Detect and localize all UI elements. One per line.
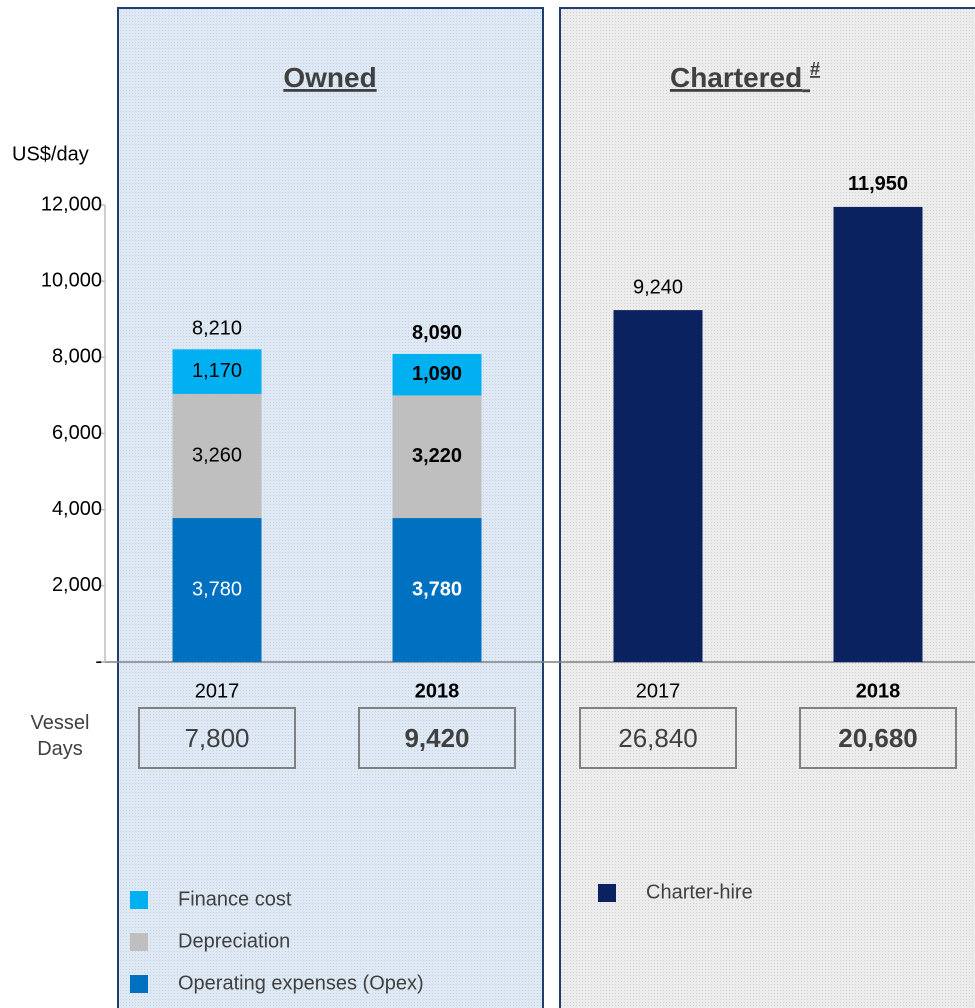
vessel-days: 26,840	[618, 723, 698, 753]
vessel-days-box	[138, 707, 296, 769]
y-tick-label: 2,000	[52, 574, 102, 596]
segment-label: 3,260	[192, 444, 242, 466]
legend-swatch	[598, 884, 616, 902]
bar-segment	[392, 395, 482, 519]
title-mark: #	[810, 59, 820, 79]
y-tick-label: 12,000	[41, 193, 102, 215]
panel-title: Owned	[283, 62, 376, 93]
y-tick-label: 6,000	[52, 422, 102, 444]
y-tick-label: 4,000	[52, 498, 102, 520]
panel-title: Chartered #	[670, 59, 820, 94]
title-text: Owned	[283, 62, 376, 93]
segment-label: 3,220	[412, 445, 462, 467]
legend-swatch	[130, 933, 148, 951]
bar-segment	[172, 518, 262, 662]
value-label: 9,240	[633, 276, 683, 298]
legend-swatch	[130, 891, 148, 909]
legend-label: Depreciation	[178, 930, 290, 952]
legend-label: Charter-hire	[646, 881, 753, 903]
segment-label: 3,780	[192, 578, 242, 600]
bar-segment	[392, 518, 482, 662]
segment-label: 3,780	[412, 578, 462, 600]
bar-segment	[172, 349, 262, 394]
segment-label: 1,090	[412, 363, 462, 385]
bar	[833, 206, 923, 662]
vessel-days-box	[799, 707, 957, 769]
total-label: 8,090	[412, 322, 462, 344]
vessel-days: 7,800	[184, 723, 249, 753]
x-tick-label: 2018	[415, 680, 460, 702]
bar-segment	[392, 353, 482, 396]
x-tick-label: 2018	[856, 680, 901, 702]
vessel-days: 9,420	[404, 723, 469, 753]
x-tick-label: 2017	[195, 680, 240, 702]
y-tick-label: -	[95, 650, 102, 672]
legend-label: Operating expenses (Opex)	[178, 972, 424, 994]
bar-segment	[172, 393, 262, 519]
total-label: 8,210	[192, 318, 242, 340]
title-text: Chartered	[670, 62, 802, 93]
legend-swatch	[130, 975, 148, 993]
segment-label: 1,170	[192, 360, 242, 382]
y-tick-label: 10,000	[41, 269, 102, 291]
row-label: Vessel Days	[30, 712, 90, 760]
vessel-days-box	[579, 707, 737, 769]
y-tick-label: 8,000	[52, 346, 102, 368]
vessel-days-box	[358, 707, 516, 769]
bar	[613, 310, 703, 662]
vessel-days: 20,680	[838, 723, 918, 753]
x-tick-label: 2017	[636, 680, 681, 702]
legend-label: Finance cost	[178, 888, 292, 910]
value-label: 11,950	[848, 173, 908, 195]
y-axis-label: US$/day	[12, 143, 89, 165]
